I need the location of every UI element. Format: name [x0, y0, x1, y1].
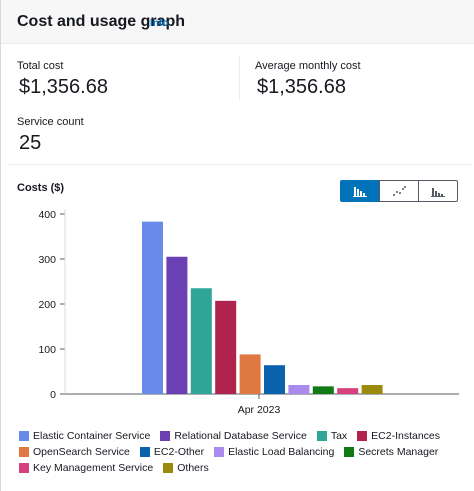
legend-item[interactable]: EC2-Other — [139, 446, 205, 458]
info-link[interactable]: Info — [150, 18, 169, 29]
legend-label: Elastic Load Balancing — [228, 446, 335, 458]
bar-relational-database-service[interactable] — [166, 256, 188, 394]
legend-item[interactable]: Others — [163, 462, 209, 474]
legend-item[interactable]: OpenSearch Service — [19, 446, 130, 458]
legend-swatch — [19, 463, 29, 473]
legend-swatch — [160, 431, 171, 441]
y-tick-label: 400 — [38, 209, 56, 221]
bar-tax[interactable] — [190, 288, 212, 394]
legend-item[interactable]: EC2-Instances — [357, 430, 440, 442]
legend-swatch — [214, 447, 225, 457]
legend-label: Secrets Manager — [358, 446, 439, 458]
bar-opensearch-service[interactable] — [239, 354, 261, 394]
stacked-chart-button[interactable] — [418, 180, 458, 202]
legend-label: OpenSearch Service — [33, 446, 130, 458]
legend-item[interactable]: Elastic Container Service — [19, 430, 150, 442]
y-tick-label: 300 — [38, 254, 56, 266]
legend-item[interactable]: Relational Database Service — [160, 430, 307, 442]
x-tick-label: Apr 2023 — [238, 404, 281, 416]
legend-label: Elastic Container Service — [33, 430, 151, 442]
bar-elastic-load-balancing[interactable] — [288, 385, 310, 394]
average-monthly-cost-value: $1,356.68 — [257, 76, 346, 98]
legend-item[interactable]: Secrets Manager — [344, 446, 438, 458]
bar-chart-icon — [353, 187, 367, 197]
legend-item[interactable]: Tax — [316, 430, 348, 442]
chart-title: Costs ($) — [17, 182, 65, 194]
bar-chart-button[interactable] — [340, 180, 380, 202]
bar-secrets-manager[interactable] — [312, 386, 334, 394]
service-count-label: Service count — [17, 116, 84, 128]
legend-label: Relational Database Service — [174, 430, 307, 442]
legend-label: Tax — [330, 430, 348, 442]
chart-legend: Elastic Container Service Relational Data… — [19, 430, 459, 474]
legend-item[interactable]: Key Management Service — [19, 462, 153, 474]
average-monthly-cost-label: Average monthly cost — [255, 60, 361, 72]
line-chart-icon — [393, 186, 406, 196]
legend-label: EC2-Instances — [371, 430, 441, 442]
total-cost-value: $1,356.68 — [19, 76, 108, 98]
stacked-chart-icon — [431, 188, 445, 197]
legend-swatch — [357, 431, 368, 441]
line-chart-button[interactable] — [379, 180, 419, 202]
legend-swatch — [19, 431, 29, 441]
metric-divider — [239, 56, 240, 100]
legend-label: Key Management Service — [33, 462, 154, 474]
y-tick-label: 0 — [50, 389, 56, 401]
bar-ec2-instances[interactable] — [215, 300, 237, 394]
panel-header: Cost and usage graph Info — [1, 0, 474, 44]
legend-item[interactable]: Elastic Load Balancing — [214, 446, 334, 458]
y-tick-label: 100 — [38, 344, 56, 356]
legend-swatch — [19, 447, 29, 457]
legend-label: Others — [177, 462, 209, 474]
chart-type-toggle — [340, 180, 458, 202]
service-count-value: 25 — [19, 132, 42, 154]
bar-elastic-container-service[interactable] — [142, 221, 163, 394]
section-divider — [9, 164, 471, 165]
legend-swatch — [139, 447, 150, 457]
bar-others[interactable] — [361, 385, 383, 394]
legend-swatch — [163, 463, 174, 473]
legend-label: EC2-Other — [153, 446, 205, 458]
total-cost-label: Total cost — [17, 60, 64, 72]
bar-key-management-service[interactable] — [337, 388, 359, 394]
legend-swatch — [316, 431, 327, 441]
y-tick-label: 200 — [38, 299, 56, 311]
bar-ec2-other[interactable] — [264, 365, 285, 394]
legend-swatch — [344, 447, 355, 457]
panel-title: Cost and usage graph — [17, 13, 186, 30]
cost-bar-chart: 0 100 200 300 400 Apr 2023 — [38, 209, 459, 416]
